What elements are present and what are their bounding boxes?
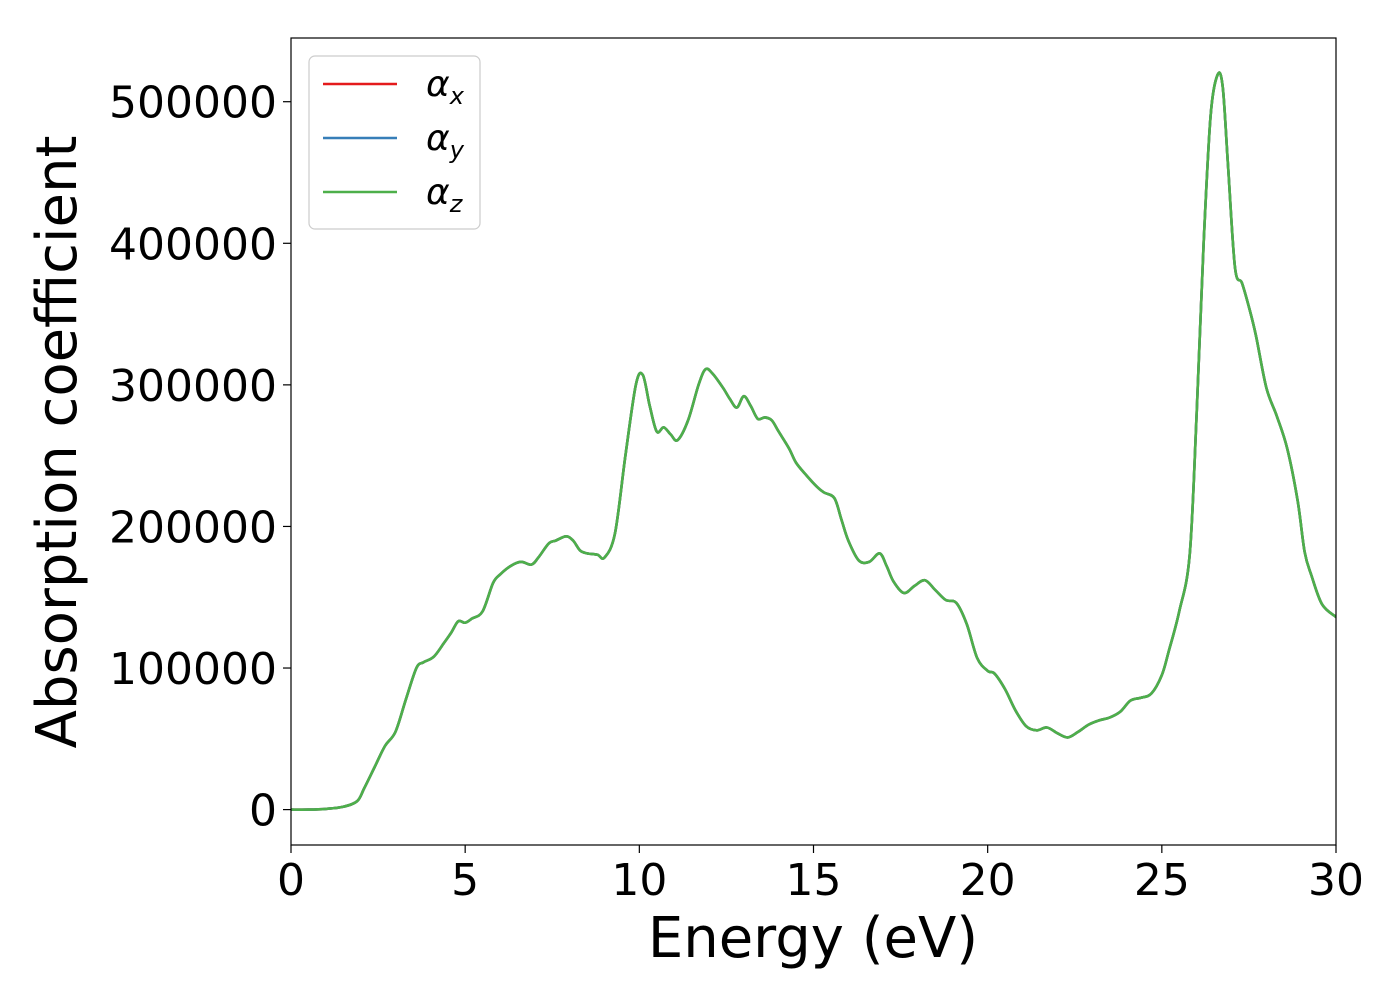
legend-box (308, 55, 481, 230)
x-tick-label: 10 (611, 855, 667, 906)
x-tick-label: 20 (960, 855, 1016, 906)
y-tick-label: 300000 (109, 361, 277, 412)
x-tick-label: 0 (277, 855, 305, 906)
legend-label-x: αx (426, 64, 465, 110)
y-tick-label: 500000 (109, 78, 277, 129)
x-axis: 0 5 10 15 20 25 30 (277, 845, 1364, 906)
x-axis-title: Energy (eV) (648, 906, 978, 971)
legend-label-z: αz (426, 172, 464, 218)
y-axis: 0 100000 200000 300000 400000 500000 (109, 78, 291, 837)
x-tick-label: 5 (451, 855, 479, 906)
series-line-z (291, 71, 1336, 811)
legend: αx αy αz (308, 55, 481, 230)
x-tick-label: 15 (786, 855, 842, 906)
lines-layer (291, 71, 1336, 811)
y-tick-label: 400000 (109, 219, 277, 270)
x-tick-label: 25 (1134, 855, 1190, 906)
y-tick-label: 100000 (109, 644, 277, 695)
y-axis-title: Absorption coefficient (25, 136, 90, 749)
y-tick-label: 0 (249, 786, 277, 837)
legend-label-y: αy (426, 118, 465, 164)
x-tick-label: 30 (1308, 855, 1364, 906)
y-tick-label: 200000 (109, 502, 277, 553)
